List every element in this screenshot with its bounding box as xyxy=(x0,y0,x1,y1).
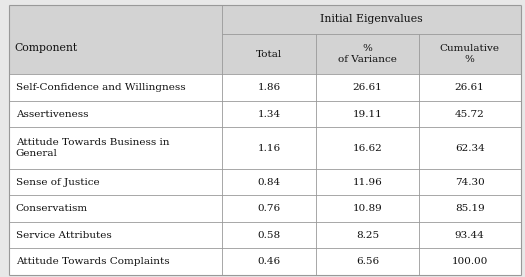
Bar xyxy=(222,101,316,127)
Text: %
of Variance: % of Variance xyxy=(338,44,397,64)
Bar xyxy=(222,5,521,34)
Bar xyxy=(9,248,222,275)
Bar xyxy=(418,34,521,74)
Bar xyxy=(418,127,521,169)
Bar xyxy=(316,101,418,127)
Text: 19.11: 19.11 xyxy=(352,109,382,119)
Bar xyxy=(222,195,316,222)
Bar xyxy=(418,222,521,248)
Bar xyxy=(222,74,316,101)
Text: Service Attributes: Service Attributes xyxy=(16,230,111,240)
Text: Attitude Towards Complaints: Attitude Towards Complaints xyxy=(16,257,170,266)
Text: 8.25: 8.25 xyxy=(356,230,379,240)
Text: 62.34: 62.34 xyxy=(455,143,485,153)
Text: 0.84: 0.84 xyxy=(257,178,280,187)
Text: Initial Eigenvalues: Initial Eigenvalues xyxy=(320,14,423,24)
Text: 10.89: 10.89 xyxy=(352,204,382,213)
Text: Assertiveness: Assertiveness xyxy=(16,109,88,119)
Bar xyxy=(222,248,316,275)
Bar xyxy=(9,101,222,127)
Text: 85.19: 85.19 xyxy=(455,204,485,213)
Text: 6.56: 6.56 xyxy=(356,257,379,266)
Bar xyxy=(316,222,418,248)
Text: Total: Total xyxy=(256,50,282,59)
Text: 26.61: 26.61 xyxy=(455,83,485,92)
Bar xyxy=(418,248,521,275)
Text: 100.00: 100.00 xyxy=(452,257,488,266)
Text: 11.96: 11.96 xyxy=(352,178,382,187)
Bar xyxy=(222,34,316,74)
Bar xyxy=(9,5,222,74)
Bar xyxy=(418,74,521,101)
Text: 1.34: 1.34 xyxy=(257,109,280,119)
Bar xyxy=(222,127,316,169)
Text: 45.72: 45.72 xyxy=(455,109,485,119)
Text: Cumulative
%: Cumulative % xyxy=(439,44,500,64)
Text: Sense of Justice: Sense of Justice xyxy=(16,178,99,187)
Text: 26.61: 26.61 xyxy=(352,83,382,92)
Text: 1.16: 1.16 xyxy=(257,143,280,153)
Text: 1.86: 1.86 xyxy=(257,83,280,92)
Text: Component: Component xyxy=(15,43,78,53)
Bar xyxy=(9,195,222,222)
Bar xyxy=(316,248,418,275)
Text: Self-Confidence and Willingness: Self-Confidence and Willingness xyxy=(16,83,185,92)
Bar xyxy=(418,101,521,127)
Bar xyxy=(9,222,222,248)
Bar xyxy=(418,169,521,195)
Text: 93.44: 93.44 xyxy=(455,230,485,240)
Bar xyxy=(222,169,316,195)
Bar xyxy=(9,169,222,195)
Bar xyxy=(9,74,222,101)
Bar xyxy=(316,195,418,222)
Bar xyxy=(316,169,418,195)
Bar xyxy=(316,74,418,101)
Bar xyxy=(9,127,222,169)
Text: 0.58: 0.58 xyxy=(257,230,280,240)
Text: Attitude Towards Business in
General: Attitude Towards Business in General xyxy=(16,138,169,158)
Text: Conservatism: Conservatism xyxy=(16,204,88,213)
Bar xyxy=(316,127,418,169)
Bar xyxy=(418,195,521,222)
Bar xyxy=(316,34,418,74)
Text: 74.30: 74.30 xyxy=(455,178,485,187)
Text: 16.62: 16.62 xyxy=(352,143,382,153)
Text: 0.76: 0.76 xyxy=(257,204,280,213)
Text: 0.46: 0.46 xyxy=(257,257,280,266)
Bar xyxy=(222,222,316,248)
